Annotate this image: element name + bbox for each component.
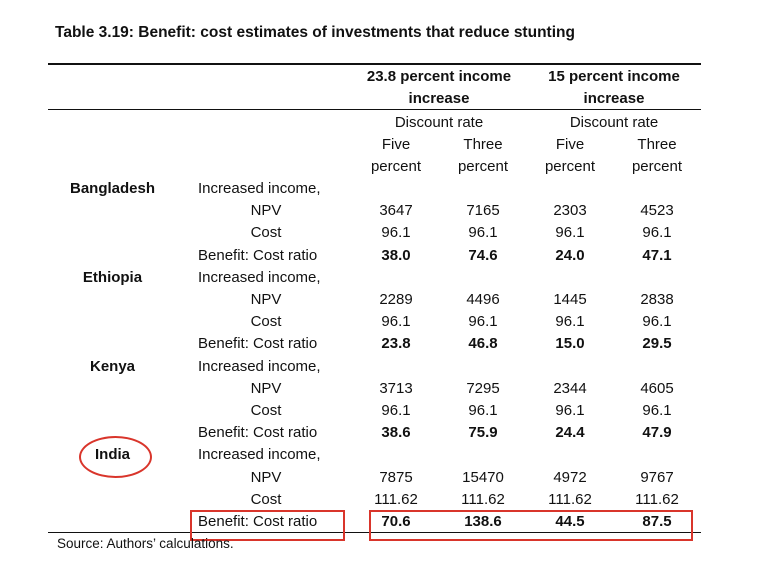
row-label-cost: Cost <box>250 490 282 508</box>
cost-value: 96.1 <box>642 402 672 419</box>
cost-value: 96.1 <box>468 402 498 419</box>
subheader-line2: percent <box>370 158 422 175</box>
subheader-line1: Five <box>381 136 411 153</box>
ratio-value: 29.5 <box>642 335 672 353</box>
country-name: Kenya <box>89 357 136 375</box>
ratio-value: 15.0 <box>555 335 585 353</box>
group-header-line1: 15 percent income <box>548 68 680 85</box>
row-label-ratio: Benefit: Cost ratio <box>198 246 318 264</box>
npv-value: 4972 <box>553 468 587 486</box>
row-label-npv: NPV <box>250 202 282 220</box>
npv-value: 3713 <box>379 379 413 397</box>
cost-value: 96.1 <box>555 313 585 331</box>
npv-value: 15470 <box>462 468 504 486</box>
india-ratio-values-box <box>369 510 693 541</box>
table-title: Table 3.19: Benefit: cost estimates of i… <box>55 24 575 41</box>
country-name: Bangladesh <box>69 180 156 197</box>
group-header-line2: increase <box>583 90 645 107</box>
row-label-cost: Cost <box>250 402 282 419</box>
row-label-npv: NPV <box>250 468 282 486</box>
row-label-ratio: Benefit: Cost ratio <box>198 424 318 442</box>
row-label-cost: Cost <box>250 224 282 242</box>
subheader-line1: Three <box>463 136 503 153</box>
group-header-line2: increase <box>408 90 470 107</box>
ratio-value: 23.8 <box>381 335 411 353</box>
row-label-npv: NPV <box>250 379 282 397</box>
india-ratio-label-box <box>190 510 345 541</box>
npv-value: 2838 <box>640 291 674 308</box>
ratio-value: 38.0 <box>381 246 411 264</box>
cost-value: 111.62 <box>635 490 679 508</box>
cost-value: 96.1 <box>642 224 672 242</box>
ratio-value: 87.5 <box>642 513 672 530</box>
discount-rate-label: Discount rate <box>394 114 484 131</box>
npv-value: 2289 <box>379 291 413 308</box>
cost-value: 96.1 <box>555 402 585 419</box>
bottom-rule <box>48 532 701 533</box>
cost-value: 96.1 <box>381 313 411 331</box>
npv-value: 1445 <box>553 291 587 308</box>
npv-value: 3647 <box>379 202 413 220</box>
cost-value: 96.1 <box>468 313 498 331</box>
group-underline-1 <box>353 109 526 110</box>
row-label-npv: NPV <box>250 291 282 308</box>
npv-value: 4523 <box>640 202 674 220</box>
subheader-line1: Five <box>555 136 585 153</box>
ratio-value: 138.6 <box>464 513 502 530</box>
row-label-increased-income: Increased income, <box>198 268 321 286</box>
ratio-value: 75.9 <box>468 424 498 442</box>
npv-value: 4605 <box>640 379 674 397</box>
discount-rate-label: Discount rate <box>569 114 659 131</box>
cost-value: 96.1 <box>468 224 498 242</box>
row-label-increased-income: Increased income, <box>198 180 321 197</box>
cost-value: 96.1 <box>642 313 672 331</box>
ratio-value: 44.5 <box>555 513 585 530</box>
npv-value: 7875 <box>379 468 413 486</box>
cost-value: 96.1 <box>555 224 585 242</box>
subheader-line2: percent <box>631 158 683 175</box>
ratio-value: 38.6 <box>381 424 411 442</box>
row-label-ratio: Benefit: Cost ratio <box>198 513 318 530</box>
ratio-value: 47.9 <box>642 424 672 442</box>
cost-value: 111.62 <box>374 490 418 508</box>
subheader-line2: percent <box>457 158 509 175</box>
subheader-line2: percent <box>544 158 596 175</box>
subheader-line1: Three <box>637 136 677 153</box>
npv-value: 7165 <box>466 202 500 220</box>
group-header-line1: 23.8 percent income <box>366 68 512 85</box>
top-rule <box>48 63 701 65</box>
ratio-value: 24.4 <box>555 424 585 442</box>
cost-value: 96.1 <box>381 402 411 419</box>
india-highlight-circle <box>79 436 152 478</box>
row-label-ratio: Benefit: Cost ratio <box>198 335 318 353</box>
row-label-increased-income: Increased income, <box>198 446 321 464</box>
row-label-increased-income: Increased income, <box>198 357 321 375</box>
npv-value: 7295 <box>466 379 500 397</box>
country-name: Ethiopia <box>82 268 143 286</box>
cost-value: 111.62 <box>461 490 505 508</box>
npv-value: 4496 <box>466 291 500 308</box>
npv-value: 9767 <box>640 468 674 486</box>
cost-value: 96.1 <box>381 224 411 242</box>
ratio-value: 47.1 <box>642 246 672 264</box>
ratio-value: 70.6 <box>381 513 411 530</box>
npv-value: 2344 <box>553 379 587 397</box>
ratio-value: 24.0 <box>555 246 585 264</box>
cost-value: 111.62 <box>548 490 592 508</box>
npv-value: 2303 <box>553 202 587 220</box>
ratio-value: 74.6 <box>468 246 498 264</box>
row-label-cost: Cost <box>250 313 282 331</box>
source-note: Source: Authors’ calculations. <box>57 536 234 551</box>
ratio-value: 46.8 <box>468 335 498 353</box>
